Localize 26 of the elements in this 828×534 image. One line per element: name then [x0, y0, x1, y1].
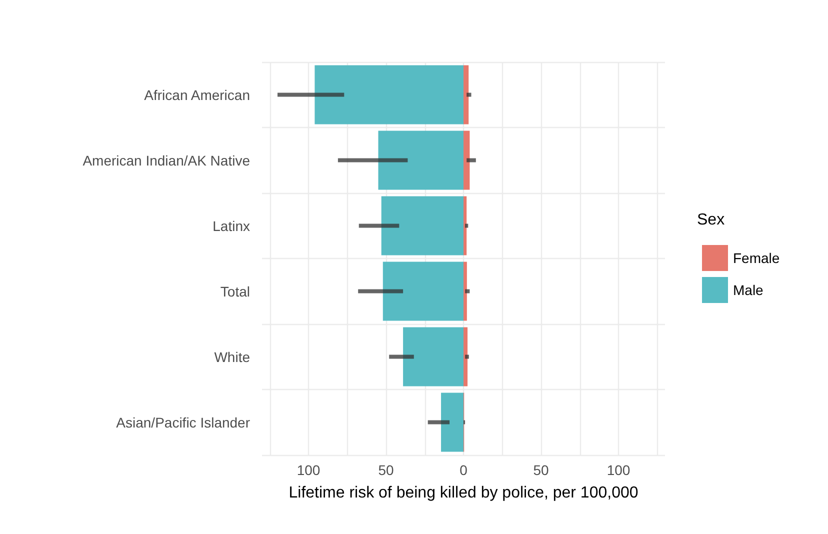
x-tick-label: 0	[460, 462, 468, 478]
x-tick-label: 50	[378, 462, 394, 478]
legend-title: Sex	[697, 212, 725, 228]
bar	[464, 65, 469, 124]
y-tick-label: White	[214, 348, 250, 365]
bar	[464, 130, 470, 190]
bar	[381, 196, 464, 256]
y-tick-label: Latinx	[212, 218, 250, 234]
bar	[378, 130, 464, 190]
x-tick-label: 50	[533, 462, 549, 478]
x-axis-title: Lifetime risk of being killed by police, per 100,000	[288, 484, 638, 502]
y-tick-label: Total	[220, 283, 250, 300]
bar	[441, 392, 464, 452]
bar	[382, 262, 464, 321]
bar	[403, 327, 464, 386]
bar	[464, 327, 468, 386]
bar	[464, 262, 467, 321]
y-tick-label: Asian/Pacific Islander	[116, 414, 250, 430]
y-tick-label: African American	[144, 86, 250, 103]
bar	[314, 65, 464, 124]
bar	[464, 196, 467, 256]
y-tick-label: American Indian/AK Native	[82, 152, 250, 168]
x-tick-label: 100	[296, 462, 320, 478]
legend-label: Female	[733, 250, 780, 266]
legend-label: Male	[733, 282, 764, 298]
x-tick-label: 100	[606, 462, 630, 478]
